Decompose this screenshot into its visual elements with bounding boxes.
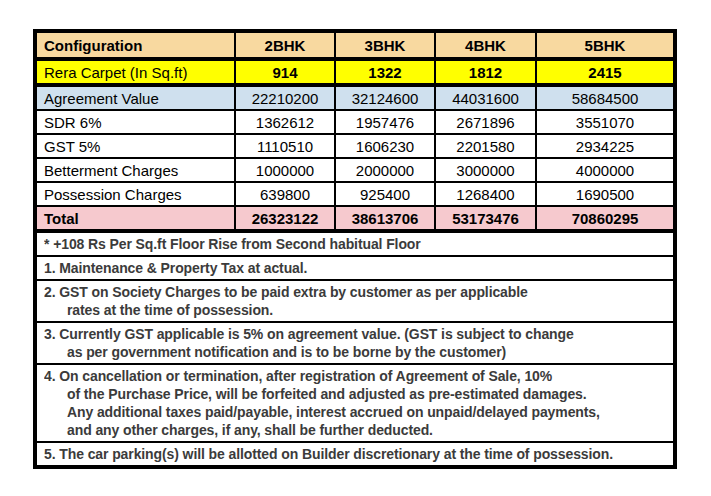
- price-sheet: Configuration2BHK3BHK4BHK5BHKRera Carpet…: [33, 29, 677, 469]
- row-label: Betterment Charges: [37, 159, 236, 181]
- row-value: 26323122: [236, 207, 336, 229]
- note-row: 1. Maintenance & Property Tax at actual.: [37, 257, 673, 281]
- row-value: 639800: [236, 183, 336, 205]
- row-label: Total: [37, 207, 236, 229]
- row-label: GST 5%: [37, 135, 236, 157]
- row-value: 1690500: [537, 183, 673, 205]
- note-line: 3. Currently GST applicable is 5% on agr…: [44, 325, 667, 343]
- header-cell-3bhk: 3BHK: [336, 33, 436, 57]
- row-label: SDR 6%: [37, 111, 236, 133]
- note-line: 4. On cancellation or termination, after…: [44, 367, 667, 385]
- table-header-row: Configuration2BHK3BHK4BHK5BHK: [37, 33, 673, 61]
- row-value: 32124600: [336, 87, 436, 109]
- table-row: GST 5%1110510160623022015802934225: [37, 135, 673, 159]
- header-cell-configuration: Configuration: [37, 33, 236, 57]
- header-cell-2bhk: 2BHK: [236, 33, 336, 57]
- row-value: 1110510: [236, 135, 336, 157]
- table-row: Rera Carpet (In Sq.ft)914132218122415: [37, 61, 673, 87]
- row-value: 925400: [336, 183, 436, 205]
- table-row: Possession Charges6398009254001268400169…: [37, 183, 673, 207]
- note-line: rates at the time of possession.: [44, 301, 667, 319]
- row-value: 38613706: [336, 207, 436, 229]
- note-row: * +108 Rs Per Sq.ft Floor Rise from Seco…: [37, 233, 673, 257]
- row-label: Possession Charges: [37, 183, 236, 205]
- table-row: Agreement Value2221020032124600440316005…: [37, 87, 673, 111]
- row-value: 3551070: [537, 111, 673, 133]
- row-value: 70860295: [537, 207, 673, 229]
- note-row: 3. Currently GST applicable is 5% on agr…: [37, 323, 673, 365]
- note-row: 5. The car parking(s) will be allotted o…: [37, 443, 673, 465]
- note-row: 4. On cancellation or termination, after…: [37, 365, 673, 443]
- pricing-table: Configuration2BHK3BHK4BHK5BHKRera Carpet…: [37, 33, 673, 233]
- note-line: and any other charges, if any, shall be …: [44, 421, 667, 439]
- row-value: 1362612: [236, 111, 336, 133]
- table-row: Betterment Charges1000000200000030000004…: [37, 159, 673, 183]
- row-value: 2671896: [436, 111, 537, 133]
- header-cell-5bhk: 5BHK: [537, 33, 673, 57]
- row-value: 2415: [537, 61, 673, 83]
- row-value: 58684500: [537, 87, 673, 109]
- row-value: 3000000: [436, 159, 537, 181]
- row-label: Rera Carpet (In Sq.ft): [37, 61, 236, 83]
- row-label: Agreement Value: [37, 87, 236, 109]
- row-value: 4000000: [537, 159, 673, 181]
- row-value: 44031600: [436, 87, 537, 109]
- row-value: 53173476: [436, 207, 537, 229]
- row-value: 1957476: [336, 111, 436, 133]
- row-value: 914: [236, 61, 336, 83]
- note-line: Any additional taxes paid/payable, inter…: [44, 403, 667, 421]
- note-row: 2. GST on Society Charges to be paid ext…: [37, 281, 673, 323]
- row-value: 22210200: [236, 87, 336, 109]
- note-line: 1. Maintenance & Property Tax at actual.: [44, 259, 667, 277]
- row-value: 1322: [336, 61, 436, 83]
- row-value: 1000000: [236, 159, 336, 181]
- note-line: as per government notification and is to…: [44, 343, 667, 361]
- row-value: 1268400: [436, 183, 537, 205]
- row-value: 2000000: [336, 159, 436, 181]
- table-row: Total26323122386137065317347670860295: [37, 207, 673, 233]
- table-row: SDR 6%1362612195747626718963551070: [37, 111, 673, 135]
- row-value: 2934225: [537, 135, 673, 157]
- row-value: 1606230: [336, 135, 436, 157]
- row-value: 1812: [436, 61, 537, 83]
- note-line: 2. GST on Society Charges to be paid ext…: [44, 283, 667, 301]
- row-value: 2201580: [436, 135, 537, 157]
- note-line: 5. The car parking(s) will be allotted o…: [44, 445, 667, 463]
- note-line: of the Purchase Price, will be forfeited…: [44, 385, 667, 403]
- notes-section: * +108 Rs Per Sq.ft Floor Rise from Seco…: [37, 233, 673, 465]
- note-line: * +108 Rs Per Sq.ft Floor Rise from Seco…: [44, 235, 667, 253]
- header-cell-4bhk: 4BHK: [436, 33, 537, 57]
